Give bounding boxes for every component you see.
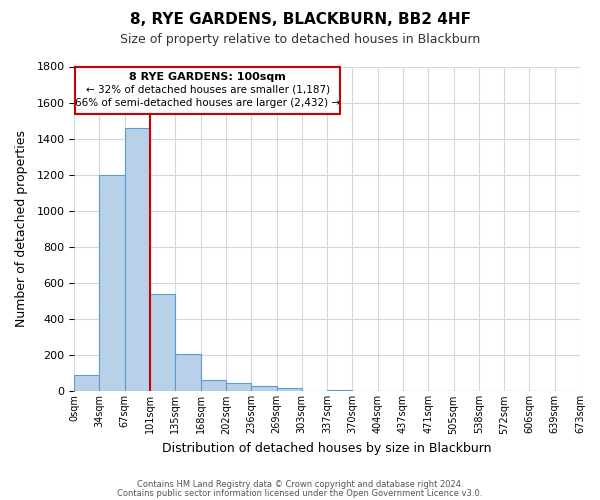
- Bar: [125, 128, 150, 392]
- Bar: [100, 175, 125, 392]
- Text: 8, RYE GARDENS, BLACKBURN, BB2 4HF: 8, RYE GARDENS, BLACKBURN, BB2 4HF: [130, 12, 470, 28]
- Bar: [74, 375, 100, 392]
- Y-axis label: Number of detached properties: Number of detached properties: [15, 130, 28, 328]
- Text: ← 32% of detached houses are smaller (1,187): ← 32% of detached houses are smaller (1,…: [86, 85, 329, 95]
- FancyBboxPatch shape: [76, 68, 340, 114]
- Text: Contains HM Land Registry data © Crown copyright and database right 2024.: Contains HM Land Registry data © Crown c…: [137, 480, 463, 489]
- Bar: [150, 294, 175, 392]
- Text: Contains public sector information licensed under the Open Government Licence v3: Contains public sector information licen…: [118, 488, 482, 498]
- Bar: [277, 388, 302, 392]
- X-axis label: Distribution of detached houses by size in Blackburn: Distribution of detached houses by size …: [163, 442, 492, 455]
- Text: Size of property relative to detached houses in Blackburn: Size of property relative to detached ho…: [120, 32, 480, 46]
- Bar: [327, 390, 352, 392]
- Bar: [226, 382, 251, 392]
- Bar: [251, 386, 277, 392]
- Text: 66% of semi-detached houses are larger (2,432) →: 66% of semi-detached houses are larger (…: [75, 98, 340, 108]
- Bar: [200, 380, 226, 392]
- Text: 8 RYE GARDENS: 100sqm: 8 RYE GARDENS: 100sqm: [129, 72, 286, 83]
- Bar: [175, 354, 200, 392]
